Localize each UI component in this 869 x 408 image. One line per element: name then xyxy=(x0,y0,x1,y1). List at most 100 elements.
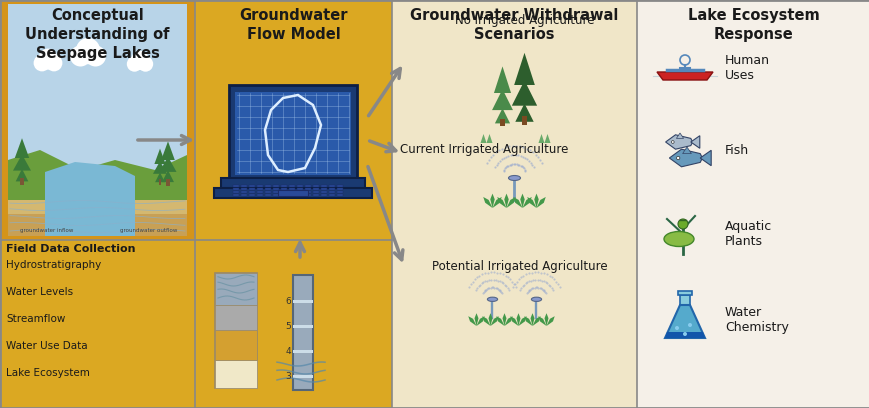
Bar xyxy=(215,360,256,388)
Bar xyxy=(249,194,255,196)
Text: Potential Irrigated Agriculture: Potential Irrigated Agriculture xyxy=(431,260,607,273)
Bar xyxy=(296,194,302,196)
Polygon shape xyxy=(664,332,704,338)
Circle shape xyxy=(674,326,678,330)
Bar xyxy=(273,194,279,196)
Text: Lake Ecosystem
Response: Lake Ecosystem Response xyxy=(687,8,819,42)
Text: Water Use Data: Water Use Data xyxy=(6,341,88,351)
Polygon shape xyxy=(468,316,476,326)
Circle shape xyxy=(687,323,691,327)
Bar xyxy=(305,194,310,196)
Bar xyxy=(313,194,319,196)
Bar xyxy=(215,273,256,388)
Polygon shape xyxy=(155,173,165,182)
Text: Water Levels: Water Levels xyxy=(6,287,73,297)
Bar xyxy=(265,194,270,196)
Bar xyxy=(500,119,504,126)
Polygon shape xyxy=(675,133,683,138)
Polygon shape xyxy=(522,197,531,208)
Bar xyxy=(241,188,247,190)
Polygon shape xyxy=(492,197,501,208)
Polygon shape xyxy=(514,103,533,122)
Bar xyxy=(241,194,247,196)
Bar xyxy=(293,275,313,390)
Text: Fish: Fish xyxy=(724,144,748,157)
Bar xyxy=(281,185,287,187)
Bar xyxy=(321,188,327,190)
Bar xyxy=(233,185,239,187)
Bar xyxy=(321,185,327,187)
Bar xyxy=(281,194,287,196)
Bar xyxy=(305,185,310,187)
Polygon shape xyxy=(546,316,554,326)
Bar xyxy=(256,188,262,190)
Bar xyxy=(336,194,342,196)
Polygon shape xyxy=(162,170,174,182)
Text: 3: 3 xyxy=(285,372,290,381)
Polygon shape xyxy=(527,197,536,208)
Polygon shape xyxy=(532,316,541,326)
Bar xyxy=(166,179,169,186)
Polygon shape xyxy=(482,197,492,208)
Bar xyxy=(328,194,335,196)
Polygon shape xyxy=(530,313,534,326)
Text: 4: 4 xyxy=(285,347,290,356)
Ellipse shape xyxy=(663,231,693,246)
Bar xyxy=(281,188,287,190)
Circle shape xyxy=(682,332,687,336)
Bar xyxy=(289,185,295,187)
Text: Human
Uses: Human Uses xyxy=(724,54,769,82)
Bar xyxy=(8,4,187,236)
Polygon shape xyxy=(502,313,506,326)
Bar xyxy=(636,0,869,408)
Bar xyxy=(313,188,319,190)
Bar xyxy=(233,194,239,196)
Polygon shape xyxy=(510,316,518,326)
Polygon shape xyxy=(544,134,550,143)
Text: Current Irrigated Agriculture: Current Irrigated Agriculture xyxy=(400,144,567,157)
Bar xyxy=(256,194,262,196)
Text: 5: 5 xyxy=(285,322,290,331)
Circle shape xyxy=(34,55,50,71)
Polygon shape xyxy=(690,136,699,148)
Bar xyxy=(0,240,195,408)
Bar xyxy=(273,191,279,193)
Polygon shape xyxy=(15,138,30,158)
Bar xyxy=(158,180,162,185)
Bar xyxy=(313,191,319,193)
Ellipse shape xyxy=(507,175,520,180)
Bar xyxy=(281,191,287,193)
Text: Conceptual
Understanding of
Seepage Lakes: Conceptual Understanding of Seepage Lake… xyxy=(25,8,169,61)
Polygon shape xyxy=(492,89,513,110)
Polygon shape xyxy=(682,147,691,153)
Circle shape xyxy=(42,56,55,70)
Circle shape xyxy=(45,55,63,71)
Text: Lake Ecosystem: Lake Ecosystem xyxy=(6,368,90,378)
Polygon shape xyxy=(516,313,520,326)
Text: Streamflow: Streamflow xyxy=(6,314,65,324)
Text: No Irrigated Agriculture: No Irrigated Agriculture xyxy=(454,14,594,27)
Text: Field Data Collection: Field Data Collection xyxy=(6,244,136,254)
Text: Hydrostratigraphy: Hydrostratigraphy xyxy=(6,260,101,270)
Polygon shape xyxy=(45,162,135,236)
Polygon shape xyxy=(680,295,689,305)
Bar xyxy=(241,191,247,193)
Bar xyxy=(249,185,255,187)
Polygon shape xyxy=(513,197,522,208)
Polygon shape xyxy=(544,313,547,326)
Circle shape xyxy=(677,219,687,229)
Polygon shape xyxy=(153,161,167,174)
Bar xyxy=(256,185,262,187)
Bar xyxy=(273,188,279,190)
Polygon shape xyxy=(656,72,713,80)
Bar xyxy=(336,191,342,193)
Bar xyxy=(241,185,247,187)
Circle shape xyxy=(127,56,142,72)
Circle shape xyxy=(76,38,100,62)
Bar xyxy=(289,188,295,190)
Bar xyxy=(293,375,313,378)
Bar xyxy=(233,191,239,193)
Circle shape xyxy=(134,58,146,70)
Polygon shape xyxy=(486,134,492,143)
Polygon shape xyxy=(506,197,515,208)
